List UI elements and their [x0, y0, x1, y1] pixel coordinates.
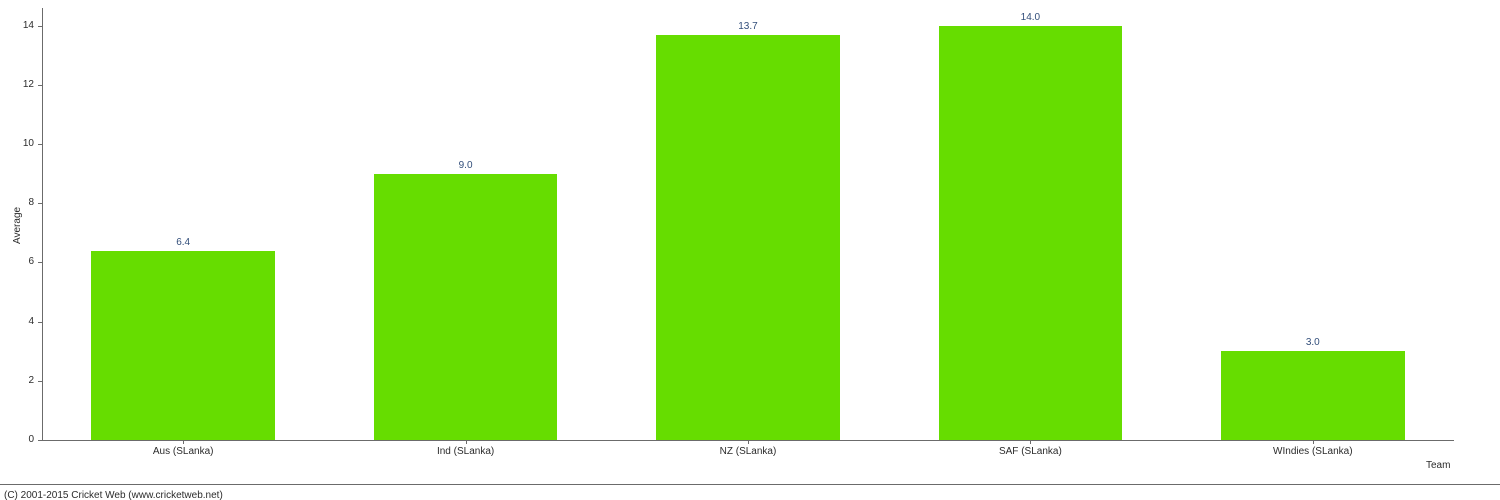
y-tick [38, 262, 42, 263]
chart-container: Average Team (C) 2001-2015 Cricket Web (… [0, 0, 1500, 500]
x-tick [1030, 440, 1031, 444]
y-axis-title: Average [12, 207, 23, 244]
y-tick [38, 440, 42, 441]
bar [1221, 351, 1405, 440]
y-tick-label: 0 [0, 434, 34, 445]
y-tick [38, 381, 42, 382]
y-tick-label: 14 [0, 20, 34, 31]
y-tick [38, 322, 42, 323]
y-tick-label: 4 [0, 316, 34, 327]
y-tick-label: 2 [0, 375, 34, 386]
x-tick-label: SAF (SLanka) [889, 446, 1171, 457]
bar [939, 26, 1123, 440]
bar [374, 174, 558, 440]
y-tick [38, 85, 42, 86]
y-tick [38, 203, 42, 204]
x-tick-label: WIndies (SLanka) [1172, 446, 1454, 457]
y-tick [38, 144, 42, 145]
x-tick-label: NZ (SLanka) [607, 446, 889, 457]
x-axis-title: Team [1426, 460, 1450, 471]
bar-value-label: 3.0 [1221, 337, 1405, 348]
bar-value-label: 13.7 [656, 21, 840, 32]
bar [656, 35, 840, 440]
y-tick-label: 8 [0, 197, 34, 208]
footer-copyright: (C) 2001-2015 Cricket Web (www.cricketwe… [4, 490, 223, 500]
y-tick-label: 6 [0, 256, 34, 267]
bar-value-label: 14.0 [939, 12, 1123, 23]
x-tick [748, 440, 749, 444]
y-tick [38, 26, 42, 27]
x-tick-label: Ind (SLanka) [324, 446, 606, 457]
y-tick-label: 10 [0, 138, 34, 149]
bar-value-label: 6.4 [91, 237, 275, 248]
x-tick [1313, 440, 1314, 444]
x-tick [183, 440, 184, 444]
x-tick [466, 440, 467, 444]
bar-value-label: 9.0 [374, 160, 558, 171]
y-axis-line [42, 8, 43, 440]
y-tick-label: 12 [0, 79, 34, 90]
x-tick-label: Aus (SLanka) [42, 446, 324, 457]
chart-footer: (C) 2001-2015 Cricket Web (www.cricketwe… [0, 484, 1500, 500]
bar [91, 251, 275, 440]
